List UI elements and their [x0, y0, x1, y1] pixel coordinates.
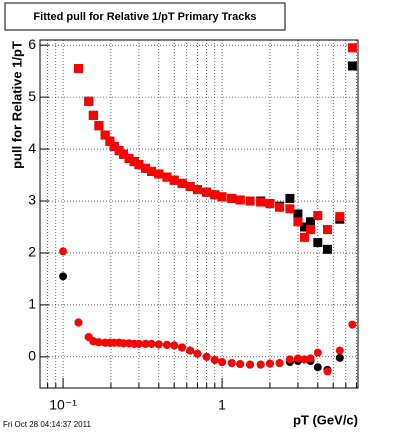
- y-axis-label: pull for Relative 1/pT: [9, 41, 24, 169]
- square-marker: [306, 225, 316, 235]
- circle-marker: [154, 340, 163, 349]
- circle-marker: [59, 247, 68, 256]
- circle-marker: [323, 367, 332, 376]
- circle-marker: [119, 339, 128, 348]
- circle-marker: [147, 339, 156, 348]
- circle-marker: [335, 353, 344, 362]
- y-tick-label: 2: [28, 244, 36, 260]
- square-marker: [285, 204, 295, 214]
- circle-marker: [59, 272, 68, 281]
- circle-marker: [306, 354, 315, 363]
- square-marker: [217, 192, 227, 202]
- y-tick-label: 0: [28, 348, 36, 364]
- y-tick-label: 5: [28, 88, 36, 104]
- circle-marker: [313, 348, 322, 357]
- square-marker: [129, 157, 139, 167]
- square-marker: [293, 217, 303, 227]
- title-box: [4, 2, 286, 31]
- circle-marker: [141, 339, 150, 348]
- square-marker: [265, 199, 275, 209]
- circle-marker: [134, 339, 143, 348]
- circle-marker: [300, 355, 309, 364]
- circle-marker: [186, 346, 195, 355]
- square-marker: [347, 43, 357, 53]
- square-marker: [275, 202, 285, 212]
- circle-marker: [285, 355, 294, 364]
- x-tick-label: 10⁻¹: [49, 397, 77, 413]
- square-marker: [169, 175, 179, 185]
- circle-marker: [178, 343, 187, 352]
- circle-marker: [94, 338, 103, 347]
- x-axis-label: pT (GeV/c): [293, 412, 358, 427]
- y-tick-label: 4: [28, 140, 36, 156]
- square-marker: [227, 193, 237, 203]
- square-marker: [105, 136, 115, 146]
- square-marker: [124, 153, 134, 163]
- square-marker: [88, 110, 98, 120]
- circle-marker: [265, 359, 274, 368]
- square-marker: [293, 209, 303, 219]
- square-marker: [100, 130, 110, 140]
- square-marker: [84, 96, 94, 106]
- square-marker: [347, 61, 357, 71]
- square-marker: [245, 196, 255, 206]
- square-marker: [141, 163, 151, 173]
- square-marker: [109, 141, 119, 151]
- circle-marker: [218, 358, 227, 367]
- square-marker: [73, 64, 83, 74]
- square-marker: [147, 166, 157, 176]
- circle-marker: [246, 360, 255, 369]
- footer: Fri Oct 28 04:14:37 2011: [3, 420, 91, 429]
- square-marker: [162, 172, 172, 182]
- circle-marker: [193, 349, 202, 358]
- circle-marker: [275, 359, 284, 368]
- square-marker: [94, 121, 104, 131]
- circle-marker: [335, 346, 344, 355]
- circle-marker: [293, 354, 302, 363]
- square-marker: [306, 217, 316, 227]
- square-marker: [235, 195, 245, 205]
- square-marker: [119, 149, 129, 159]
- circle-marker: [236, 360, 245, 369]
- square-marker: [202, 187, 212, 197]
- square-marker: [313, 211, 323, 221]
- square-marker: [185, 181, 195, 191]
- square-marker: [285, 193, 295, 203]
- square-marker: [154, 169, 164, 179]
- circle-marker: [74, 318, 83, 327]
- circle-marker: [210, 355, 219, 364]
- square-marker: [256, 197, 266, 207]
- circle-marker: [170, 341, 179, 350]
- y-tick-label: 3: [28, 192, 36, 208]
- circle-marker: [256, 360, 265, 369]
- y-tick-label: 1: [28, 296, 36, 312]
- square-marker: [300, 232, 310, 242]
- circle-marker: [227, 359, 236, 368]
- circle-marker: [162, 340, 171, 349]
- y-tick-label: 6: [28, 36, 36, 52]
- chart-title: Fitted pull for Relative 1/pT Primary Tr…: [33, 11, 256, 23]
- square-marker: [322, 225, 332, 235]
- square-marker: [177, 178, 187, 188]
- square-marker: [335, 212, 345, 222]
- square-marker: [300, 222, 310, 232]
- square-marker: [134, 160, 144, 170]
- square-marker: [313, 238, 323, 248]
- square-marker: [192, 185, 202, 195]
- square-marker: [322, 244, 332, 254]
- circle-marker: [313, 363, 322, 372]
- plot-frame: [39, 39, 359, 389]
- circle-marker: [202, 352, 211, 361]
- circle-marker: [348, 320, 357, 329]
- square-marker: [210, 190, 220, 200]
- x-tick-label: 1: [218, 397, 226, 413]
